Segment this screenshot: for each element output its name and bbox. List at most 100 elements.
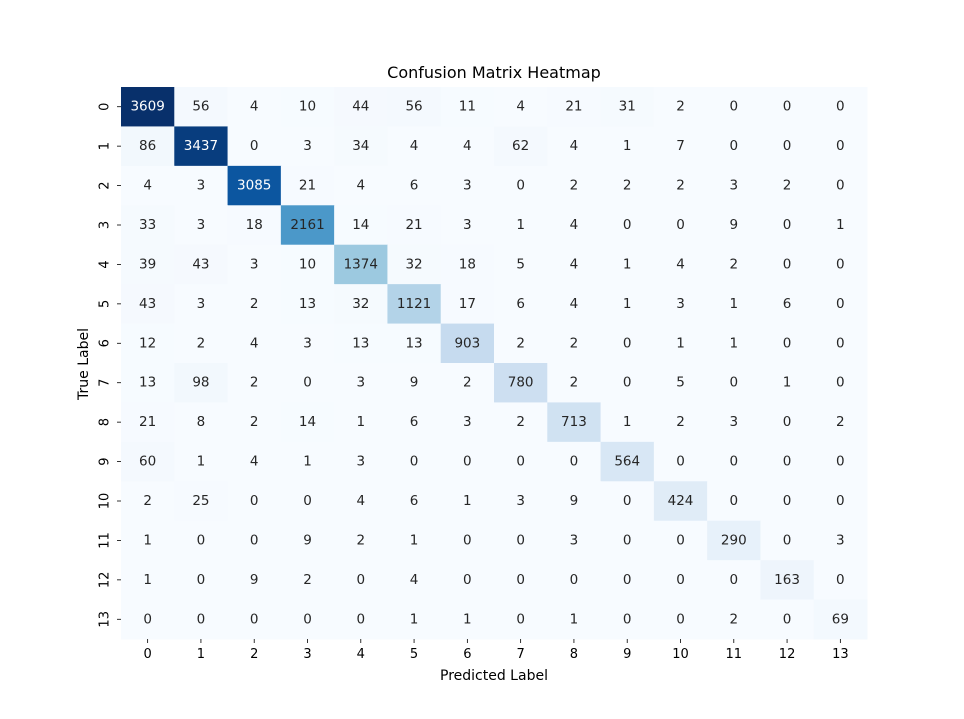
cell-value-label: 1: [356, 414, 365, 430]
cell-value-label: 0: [836, 572, 845, 588]
cell-value-label: 1: [623, 414, 632, 430]
cell-value-label: 0: [623, 375, 632, 391]
heatmap-cell: [707, 402, 761, 443]
cell-value-label: 4: [410, 138, 419, 154]
heatmap-cell: [600, 560, 655, 601]
heatmap-cell: [494, 520, 548, 561]
cell-value-label: 33: [139, 217, 156, 233]
cell-value-label: 0: [623, 611, 632, 627]
heatmap-cell: [653, 205, 708, 246]
cell-value-label: 0: [836, 99, 845, 115]
heatmap-cell: [174, 481, 229, 522]
cell-value-label: 564: [614, 454, 640, 470]
heatmap-cell: [600, 87, 655, 127]
heatmap-cell: [600, 402, 655, 443]
cell-value-label: 1: [676, 335, 685, 351]
cell-value-label: 4: [570, 138, 579, 154]
heatmap-cell: [600, 126, 655, 167]
heatmap-cell: [280, 520, 335, 561]
heatmap-cell: [227, 244, 282, 285]
cell-value-label: 0: [836, 138, 845, 154]
heatmap-cell: [707, 363, 761, 403]
heatmap-cell: [387, 363, 442, 403]
heatmap-cell: [280, 284, 335, 325]
heatmap-cell: [707, 520, 761, 561]
heatmap-cell: [387, 441, 442, 482]
cell-value-label: 9: [570, 493, 579, 509]
y-tick-label: 2: [98, 181, 113, 189]
heatmap-cell: [334, 87, 388, 127]
cell-value-label: 3: [303, 138, 312, 154]
heatmap-cell: [547, 87, 602, 127]
cell-value-label: 0: [516, 178, 525, 194]
heatmap-cell: [280, 87, 335, 127]
cell-value-label: 424: [668, 493, 694, 509]
cell-value-label: 3: [197, 217, 206, 233]
y-tick-label: 12: [98, 572, 113, 589]
cell-value-label: 3: [197, 296, 206, 312]
cell-value-label: 2: [463, 375, 472, 391]
cell-value-label: 3437: [184, 138, 218, 154]
cell-value-label: 17: [459, 296, 476, 312]
heatmap-cell: [440, 560, 495, 601]
cell-value-label: 290: [721, 532, 747, 548]
heatmap-cell: [174, 520, 229, 561]
heatmap-cell: [334, 244, 388, 285]
heatmap-cell: [121, 126, 175, 167]
heatmap-cell: [440, 599, 495, 640]
heatmap-cell: [440, 284, 495, 325]
heatmap-cell: [174, 165, 229, 206]
heatmap-cell: [760, 284, 815, 325]
heatmap-cell: [121, 244, 175, 285]
cell-value-label: 60: [139, 454, 156, 470]
heatmap-cell: [227, 284, 282, 325]
heatmap-cell: [387, 87, 442, 127]
cell-value-label: 0: [836, 493, 845, 509]
heatmap-cell: [227, 87, 282, 127]
heatmap-cell: [813, 441, 868, 482]
cell-value-label: 11: [459, 99, 476, 115]
heatmap-cell: [174, 284, 229, 325]
cell-value-label: 4: [676, 256, 685, 272]
cell-value-label: 3: [463, 217, 472, 233]
heatmap-cell: [387, 402, 442, 443]
cell-value-label: 1: [143, 572, 152, 588]
cell-value-label: 13: [405, 335, 422, 351]
heatmap-cell: [174, 402, 229, 443]
cell-value-label: 0: [729, 493, 738, 509]
cell-value-label: 0: [783, 217, 792, 233]
cell-value-label: 0: [143, 611, 152, 627]
heatmap-cell: [707, 599, 761, 640]
heatmap-cell: [387, 205, 442, 246]
heatmap-cell: [280, 599, 335, 640]
chart-title: Confusion Matrix Heatmap: [387, 63, 601, 82]
heatmap-cell: [227, 599, 282, 640]
heatmap-cell: [813, 126, 868, 167]
heatmap-cell: [653, 441, 708, 482]
cell-value-label: 4: [250, 335, 259, 351]
cell-value-label: 0: [676, 611, 685, 627]
heatmap-cell: [440, 441, 495, 482]
cell-value-label: 0: [783, 335, 792, 351]
heatmap-cell: [387, 244, 442, 285]
cell-value-label: 0: [623, 532, 632, 548]
heatmap-cell: [227, 481, 282, 522]
x-tick-label: 8: [570, 647, 578, 662]
heatmap-cell: [813, 520, 868, 561]
heatmap-cell: [227, 323, 282, 364]
heatmap-cell: [760, 402, 815, 443]
heatmap-cell: [280, 165, 335, 206]
cell-value-label: 0: [516, 454, 525, 470]
cell-value-label: 32: [405, 256, 422, 272]
cell-value-label: 2: [303, 572, 312, 588]
cell-value-label: 0: [676, 572, 685, 588]
heatmap-cell: [813, 205, 868, 246]
x-tick-label: 2: [250, 647, 258, 662]
cell-value-label: 2: [783, 178, 792, 194]
x-tick-label: 13: [832, 647, 849, 662]
cell-value-label: 6: [410, 178, 419, 194]
y-tick-label: 0: [98, 103, 113, 111]
cell-value-label: 0: [356, 572, 365, 588]
heatmap-cell: [600, 165, 655, 206]
heatmap-cell: [121, 284, 175, 325]
